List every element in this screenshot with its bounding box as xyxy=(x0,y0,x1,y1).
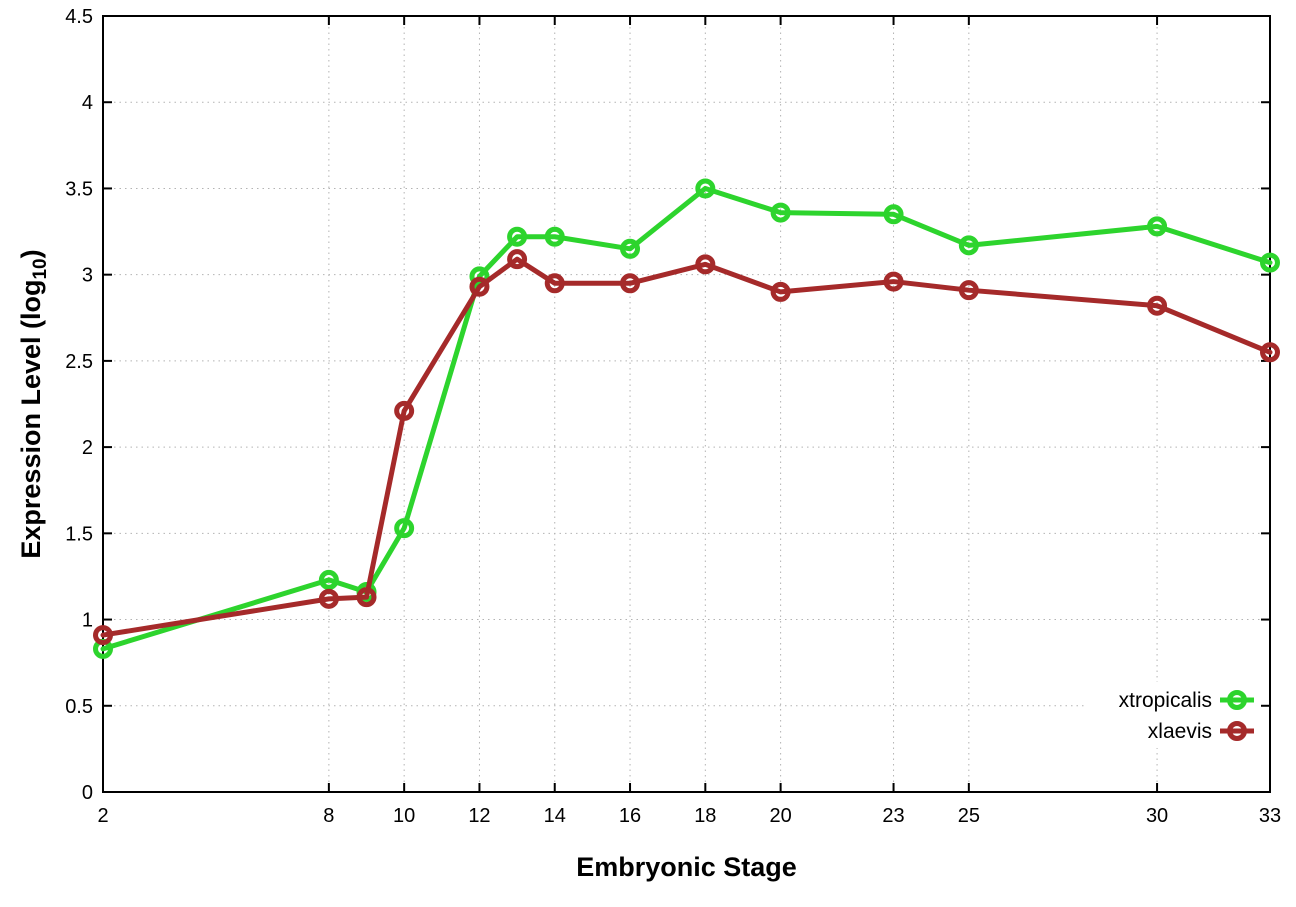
data-point-xtropicalis xyxy=(958,235,979,256)
x-tick-label: 33 xyxy=(1259,805,1281,827)
data-point-xtropicalis xyxy=(883,204,904,225)
data-point-xlaevis xyxy=(318,588,339,609)
data-point-xlaevis xyxy=(1260,342,1280,363)
x-tick-label: 8 xyxy=(323,805,334,827)
x-tick-label: 20 xyxy=(769,805,791,827)
data-point-xtropicalis xyxy=(695,178,716,199)
data-point-xlaevis xyxy=(620,273,641,294)
data-point-xlaevis xyxy=(883,271,904,292)
y-axis-title: Expression Level (log10) xyxy=(16,249,51,558)
x-tick-label: 18 xyxy=(694,805,716,827)
y-tick-label: 3.5 xyxy=(65,178,93,200)
data-point-xtropicalis xyxy=(318,569,339,590)
x-tick-label: 25 xyxy=(958,805,980,827)
x-axis-title: Embryonic Stage xyxy=(576,852,797,882)
y-tick-label: 0 xyxy=(82,782,93,804)
x-tick-label: 16 xyxy=(619,805,641,827)
data-point-xtropicalis xyxy=(1260,252,1280,273)
series-line-xlaevis xyxy=(100,256,1273,638)
data-point-xlaevis xyxy=(1147,295,1168,316)
series-line-xtropicalis xyxy=(100,185,1273,652)
legend-sample-marker-xlaevis xyxy=(1227,721,1247,741)
legend-sample-marker-xtropicalis xyxy=(1227,690,1247,710)
x-tick-label: 14 xyxy=(544,805,566,827)
data-point-xtropicalis xyxy=(1147,216,1168,237)
x-tick-label: 2 xyxy=(97,805,108,827)
data-point-xlaevis xyxy=(695,254,716,275)
data-point-xtropicalis xyxy=(544,226,565,247)
data-point-xtropicalis xyxy=(507,226,528,247)
y-tick-label: 1 xyxy=(82,610,93,632)
data-point-xlaevis xyxy=(958,280,979,301)
data-point-xtropicalis xyxy=(770,202,791,223)
y-tick-label: 4 xyxy=(82,92,93,114)
legend-label-xlaevis: xlaevis xyxy=(1148,720,1212,743)
y-tick-label: 3 xyxy=(82,265,93,287)
x-tick-label: 10 xyxy=(393,805,415,827)
data-point-xlaevis xyxy=(93,625,113,646)
y-tick-label: 0.5 xyxy=(65,696,93,718)
legend-label-xtropicalis: xtropicalis xyxy=(1119,689,1212,712)
data-point-xlaevis xyxy=(469,276,490,297)
data-point-xtropicalis xyxy=(394,518,415,539)
y-tick-label: 4.5 xyxy=(65,6,93,28)
y-tick-label: 1.5 xyxy=(65,523,93,545)
data-point-xlaevis xyxy=(356,587,377,608)
x-tick-label: 23 xyxy=(882,805,904,827)
data-point-xlaevis xyxy=(507,249,528,270)
y-tick-label: 2 xyxy=(82,437,93,459)
y-tick-label: 2.5 xyxy=(65,351,93,373)
plot-border xyxy=(102,15,1271,793)
data-point-xlaevis xyxy=(544,273,565,294)
x-tick-label: 30 xyxy=(1146,805,1168,827)
data-point-xlaevis xyxy=(394,400,415,421)
data-point-xtropicalis xyxy=(620,238,641,259)
data-point-xlaevis xyxy=(770,281,791,302)
x-tick-label: 12 xyxy=(468,805,490,827)
